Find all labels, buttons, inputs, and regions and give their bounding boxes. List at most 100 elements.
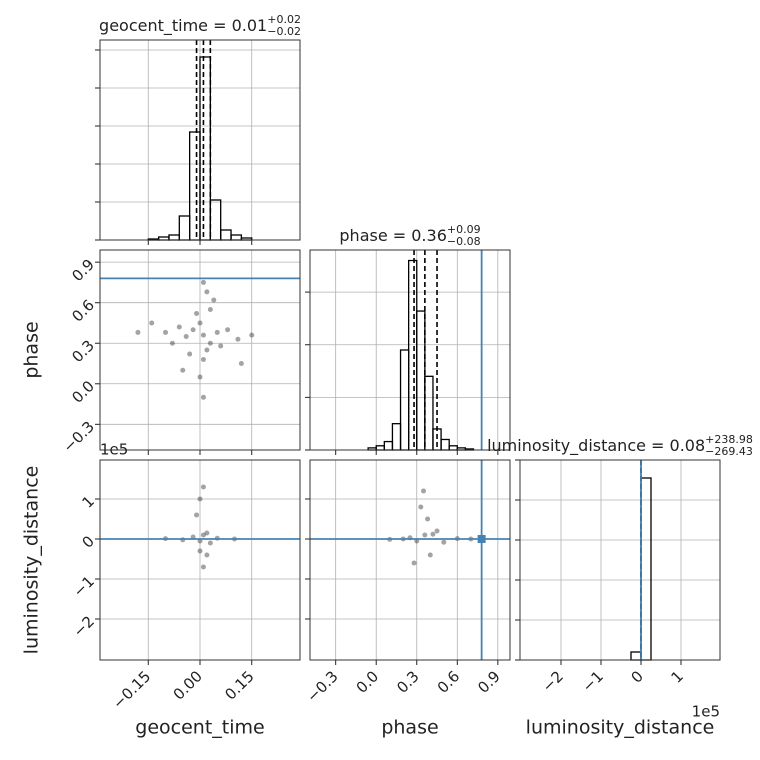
sample-point <box>197 496 203 502</box>
sample-point <box>207 540 213 546</box>
x-tick-label: 1 <box>668 667 687 686</box>
sample-point <box>200 564 206 570</box>
sample-point <box>200 332 206 338</box>
sample-point <box>235 336 241 342</box>
panel-title: phase = 0.36+0.09 −0.08 <box>339 223 480 248</box>
panel-frame <box>309 249 511 451</box>
sample-point <box>200 356 206 362</box>
histogram-bar <box>375 445 385 451</box>
sample-point <box>135 329 141 335</box>
sample-point <box>207 340 213 346</box>
x-axis-label: phase <box>381 717 438 739</box>
sample-point <box>200 484 206 490</box>
sample-point <box>207 306 213 312</box>
y-tick-label: 0.6 <box>68 296 98 326</box>
offset-label: 1e5 <box>100 441 128 459</box>
sample-point <box>200 394 206 400</box>
y-tick-label: −2 <box>70 612 98 640</box>
histogram-bar <box>178 215 191 241</box>
histogram-bar <box>199 56 211 241</box>
sample-point <box>421 488 427 494</box>
sample-point <box>238 361 244 367</box>
panel-frame <box>99 459 301 661</box>
sample-point <box>200 532 206 538</box>
histogram-bar <box>383 440 394 451</box>
title-plus: +0.02 <box>267 13 301 26</box>
sample-point <box>197 374 203 380</box>
histogram-bar <box>189 131 201 241</box>
sample-point <box>204 289 210 295</box>
panel: −2 −1 0 1 luminosity_distance = 0.08+238.98−… <box>487 433 753 739</box>
histogram-bar <box>407 259 418 451</box>
title-minus: −0.08 <box>447 235 481 248</box>
sample-point <box>200 279 206 285</box>
title-minus: −269.43 <box>705 445 753 458</box>
y-tick-label: 0.0 <box>68 377 98 407</box>
sample-point <box>418 504 424 510</box>
x-tick-label: 0.15 <box>221 667 257 703</box>
title-main: luminosity_distance = 0.08 <box>487 436 705 456</box>
title-minus: −0.02 <box>267 25 301 38</box>
sample-point <box>441 539 447 545</box>
sample-point <box>194 311 200 317</box>
sample-point <box>434 528 440 534</box>
sample-point <box>218 343 224 349</box>
x-tick-label: −2 <box>539 667 567 695</box>
sample-point <box>425 516 431 522</box>
sample-point <box>187 351 193 357</box>
histogram-bar <box>440 438 450 451</box>
sample-point <box>163 329 169 335</box>
x-tick-label: 0.6 <box>434 667 464 697</box>
sample-point <box>211 297 217 303</box>
x-axis-label: luminosity_distance <box>526 717 715 739</box>
x-tick-label: −1 <box>579 667 607 695</box>
y-tick-label: 0.9 <box>68 255 98 285</box>
panel-frame <box>99 39 301 241</box>
sample-point <box>427 552 433 558</box>
panel: −0.3 0.0 0.3 0.6 0.9 phase <box>21 249 301 456</box>
histogram-bar <box>230 234 243 241</box>
histogram-bar <box>424 375 434 451</box>
panel: −0.15 0.00 0.15 −2 −1 0 1 geocent_time luminosit… <box>21 441 301 739</box>
y-axis-label: luminosity_distance <box>21 466 43 655</box>
y-tick-label: −1 <box>70 572 98 600</box>
histogram-bar <box>168 234 180 241</box>
histogram-bar <box>640 477 652 661</box>
sample-point <box>176 324 182 330</box>
panel-frame <box>519 459 721 661</box>
histogram-bar <box>416 310 426 451</box>
x-tick-label: −0.15 <box>109 667 154 712</box>
sample-point <box>249 332 255 338</box>
x-tick-label: 0.9 <box>474 667 504 697</box>
y-tick-label: 0.3 <box>68 337 98 367</box>
y-tick-label: 0 <box>79 532 98 551</box>
sample-point <box>180 367 186 373</box>
x-tick-label: −0.3 <box>303 667 341 705</box>
title-main: phase = 0.36 <box>339 226 446 245</box>
sample-point <box>411 560 417 566</box>
offset-label: 1e5 <box>692 703 720 721</box>
y-tick-label: −0.3 <box>60 418 98 456</box>
x-tick-label: 0.3 <box>393 667 423 697</box>
panel-frame <box>309 459 511 661</box>
histogram-bar <box>391 423 402 451</box>
sample-point <box>422 532 428 538</box>
panel-frame <box>99 249 301 451</box>
sample-point <box>169 340 175 346</box>
panel: geocent_time = 0.01+0.02 −0.02 <box>95 13 301 245</box>
panel: −0.3 0.0 0.3 0.6 0.9 phase <box>303 459 511 739</box>
x-tick-label: 0 <box>628 667 647 686</box>
sample-point <box>225 327 231 333</box>
panel-title: luminosity_distance = 0.08+238.98 −269.43 <box>487 433 753 458</box>
panel-title: geocent_time = 0.01+0.02 −0.02 <box>99 13 301 38</box>
sample-point <box>204 530 210 536</box>
histogram-bar <box>448 445 458 451</box>
histogram-bar <box>399 349 410 451</box>
sample-point <box>190 327 196 333</box>
histogram-bar <box>209 199 222 241</box>
sample-point <box>204 552 210 558</box>
sample-point <box>204 347 210 353</box>
sample-point <box>149 320 155 326</box>
x-tick-label: 0.0 <box>353 667 383 697</box>
